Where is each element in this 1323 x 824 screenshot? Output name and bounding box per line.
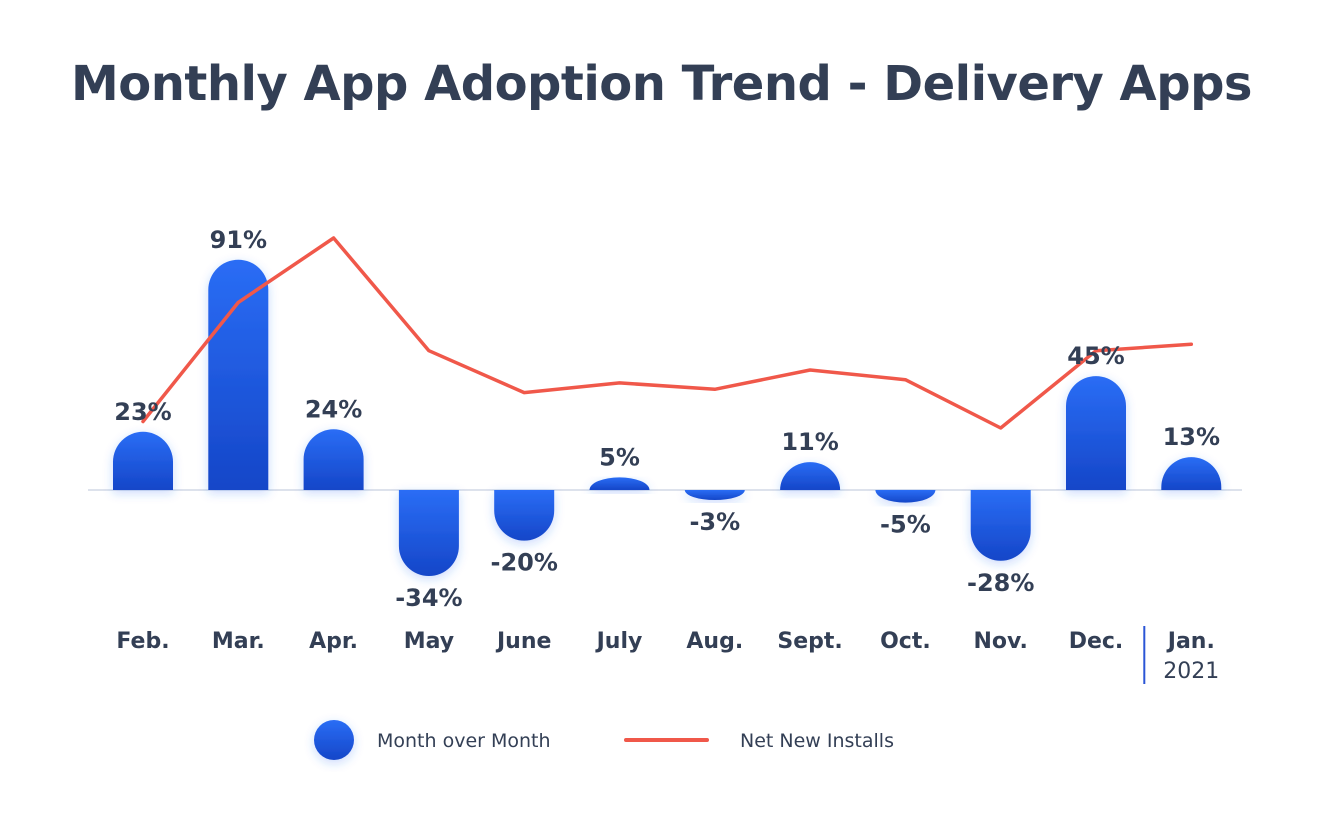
value-label: 23% xyxy=(114,398,171,426)
category-label: Sept. xyxy=(777,629,842,654)
bar-may xyxy=(398,490,459,577)
bar-mar xyxy=(208,259,269,490)
value-label: -28% xyxy=(967,569,1034,597)
bar-value-labels: 23% 91% 24% -34% -20% 5% -3% 11% -5% -28% 45% 13% xyxy=(114,226,1220,612)
chart-title: Monthly App Adoption Trend - Delivery Ap… xyxy=(71,56,1253,112)
value-label: -3% xyxy=(689,508,740,536)
bar-oct xyxy=(875,490,936,503)
category-label: July xyxy=(595,629,643,654)
category-label: Mar. xyxy=(212,629,265,654)
bar-aug xyxy=(684,490,745,500)
bar-nov xyxy=(970,490,1031,561)
bar-july xyxy=(589,477,650,490)
category-label: May xyxy=(404,629,454,654)
category-label: Nov. xyxy=(973,629,1027,654)
value-label: 91% xyxy=(210,226,267,254)
value-label: 5% xyxy=(599,443,640,471)
year-label: 2021 xyxy=(1163,659,1219,684)
category-label: June xyxy=(495,629,551,654)
bar-feb xyxy=(113,431,173,490)
legend-label-month-over-month: Month over Month xyxy=(377,730,551,752)
category-label: Dec. xyxy=(1069,629,1124,654)
legend-marker-month-over-month xyxy=(314,720,354,760)
category-label: Jan. xyxy=(1166,629,1215,654)
bar-june xyxy=(494,490,555,541)
value-label: 13% xyxy=(1163,423,1220,451)
category-label: Aug. xyxy=(686,629,743,654)
bar-dec xyxy=(1066,376,1126,490)
category-axis: Feb. Mar. Apr. May June July Aug. Sept. Oct. Nov.… xyxy=(116,626,1219,684)
value-label: -34% xyxy=(395,584,462,612)
value-label: 45% xyxy=(1067,342,1124,370)
net-new-installs-line xyxy=(141,236,1194,430)
value-label: 11% xyxy=(781,428,838,456)
bar-series xyxy=(113,259,1222,577)
bar-sept xyxy=(780,462,841,490)
value-label: 24% xyxy=(305,395,362,423)
value-label: -5% xyxy=(880,511,931,539)
bar-jan xyxy=(1161,457,1222,490)
category-label: Oct. xyxy=(880,629,931,654)
value-label: -20% xyxy=(490,549,557,577)
legend-label-net-new-installs: Net New Installs xyxy=(740,730,894,752)
legend: Month over Month Net New Installs xyxy=(314,720,894,760)
category-label: Feb. xyxy=(116,629,169,654)
category-label: Apr. xyxy=(309,629,358,654)
bar-apr xyxy=(303,429,364,490)
